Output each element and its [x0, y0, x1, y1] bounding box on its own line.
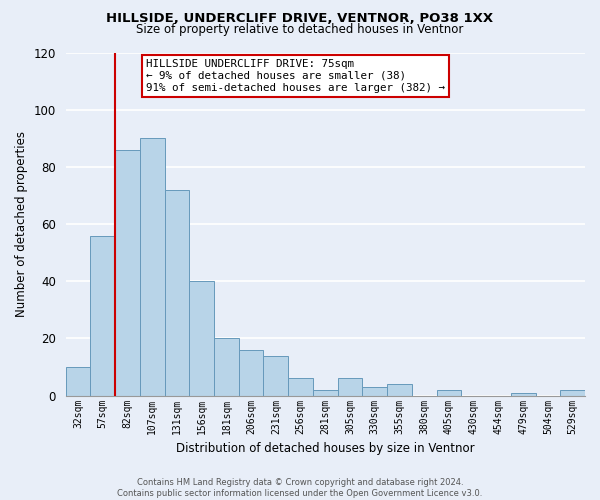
Text: Contains HM Land Registry data © Crown copyright and database right 2024.
Contai: Contains HM Land Registry data © Crown c… [118, 478, 482, 498]
Bar [214, 338, 239, 396]
Text: HILLSIDE, UNDERCLIFF DRIVE, VENTNOR, PO38 1XX: HILLSIDE, UNDERCLIFF DRIVE, VENTNOR, PO3… [106, 12, 494, 26]
Bar [387, 384, 412, 396]
Bar [511, 393, 536, 396]
Bar [190, 282, 214, 396]
Bar [91, 236, 115, 396]
Bar [239, 350, 263, 396]
Bar [65, 367, 91, 396]
Bar [164, 190, 190, 396]
X-axis label: Distribution of detached houses by size in Ventnor: Distribution of detached houses by size … [176, 442, 475, 455]
Text: HILLSIDE UNDERCLIFF DRIVE: 75sqm
← 9% of detached houses are smaller (38)
91% of: HILLSIDE UNDERCLIFF DRIVE: 75sqm ← 9% of… [146, 60, 445, 92]
Bar [560, 390, 585, 396]
Bar [313, 390, 338, 396]
Bar [263, 356, 288, 396]
Bar [288, 378, 313, 396]
Bar [362, 387, 387, 396]
Bar [115, 150, 140, 396]
Y-axis label: Number of detached properties: Number of detached properties [15, 131, 28, 317]
Bar [140, 138, 164, 396]
Text: Size of property relative to detached houses in Ventnor: Size of property relative to detached ho… [136, 22, 464, 36]
Bar [437, 390, 461, 396]
Bar [338, 378, 362, 396]
